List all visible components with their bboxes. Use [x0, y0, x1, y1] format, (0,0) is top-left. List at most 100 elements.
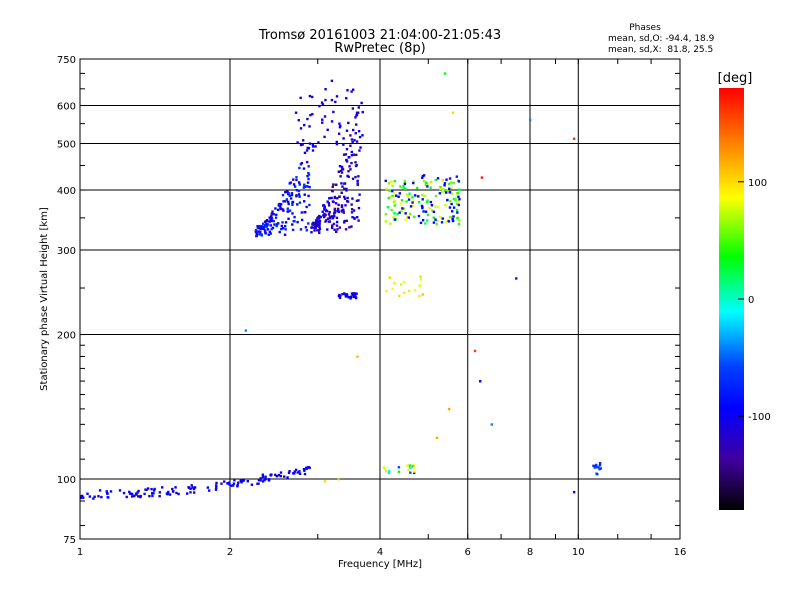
data-point [411, 196, 414, 199]
data-point [93, 495, 96, 498]
data-point [306, 146, 309, 150]
data-point [260, 227, 264, 230]
data-point [408, 192, 411, 195]
data-point [334, 202, 338, 205]
data-point [150, 487, 153, 491]
data-point [335, 224, 339, 227]
data-point [355, 113, 359, 116]
data-point [420, 176, 424, 179]
data-point [348, 165, 351, 168]
data-point [314, 145, 317, 148]
isolated-point [473, 349, 477, 353]
data-point [428, 207, 431, 210]
data-point [393, 281, 396, 285]
data-point [357, 175, 360, 178]
data-point [594, 463, 598, 467]
data-point [151, 494, 154, 498]
data-point [424, 181, 428, 184]
data-point [339, 169, 343, 173]
data-point [455, 208, 459, 212]
data-point [451, 217, 454, 221]
data-point [337, 203, 340, 207]
data-point [303, 469, 306, 472]
data-point [321, 121, 324, 124]
data-point [598, 467, 601, 471]
data-point [405, 200, 408, 203]
data-point [298, 201, 302, 204]
data-point [153, 487, 156, 491]
data-point [326, 228, 329, 231]
data-point [347, 170, 350, 173]
data-point [265, 225, 268, 229]
data-point [264, 223, 268, 226]
data-point [279, 207, 282, 210]
data-point [340, 171, 344, 174]
data-point [387, 471, 391, 475]
data-point [405, 193, 408, 196]
data-point [415, 194, 418, 198]
data-point [337, 170, 341, 173]
data-point [417, 195, 420, 198]
isolated-point [490, 423, 494, 426]
data-point [306, 181, 310, 184]
data-point [261, 473, 265, 476]
data-point [340, 165, 344, 169]
data-point [264, 232, 267, 235]
phases-title: Phases [629, 23, 661, 33]
data-point [255, 232, 259, 236]
data-point [412, 180, 415, 183]
data-point [291, 212, 294, 215]
data-point [150, 492, 154, 495]
data-point [391, 287, 394, 291]
data-point [257, 230, 260, 233]
data-point [337, 132, 341, 135]
data-point [356, 179, 359, 183]
data-point [295, 176, 298, 179]
data-point [457, 199, 460, 203]
data-point [457, 195, 460, 199]
data-point [215, 481, 218, 485]
data-point [98, 489, 102, 492]
data-point [318, 214, 321, 218]
data-point [174, 486, 177, 489]
data-point [390, 208, 393, 212]
y-tick-label: 500 [57, 140, 76, 151]
data-point [331, 224, 334, 227]
data-point [389, 222, 392, 225]
data-point [332, 183, 335, 186]
data-point [354, 161, 357, 164]
data-point [315, 218, 318, 222]
data-point [338, 293, 341, 297]
data-point [402, 207, 406, 210]
data-point [421, 293, 425, 296]
data-point [259, 231, 262, 234]
data-point [338, 164, 342, 168]
data-point [286, 476, 289, 479]
data-point [318, 227, 322, 231]
data-point [228, 481, 231, 484]
phases-mean-o: mean, sd,O: -94.4, 18.9 [608, 34, 715, 44]
data-point [391, 194, 394, 198]
data-point [400, 210, 403, 213]
data-point [406, 464, 409, 467]
data-point [292, 178, 295, 181]
data-point [232, 482, 236, 485]
data-point [293, 470, 296, 473]
data-point [391, 184, 394, 187]
data-point [337, 208, 340, 212]
data-point [346, 294, 349, 297]
data-point [349, 134, 352, 137]
data-point [268, 230, 272, 233]
data-point [158, 491, 162, 494]
data-point [398, 192, 402, 195]
y-tick-label: 750 [57, 55, 76, 66]
isolated-point [480, 176, 484, 179]
data-point [215, 484, 218, 487]
data-point [246, 479, 250, 483]
data-point [88, 495, 92, 498]
data-point [452, 215, 455, 218]
data-point [284, 190, 287, 194]
data-point [327, 204, 331, 207]
data-point [443, 184, 446, 187]
data-point [287, 217, 290, 221]
